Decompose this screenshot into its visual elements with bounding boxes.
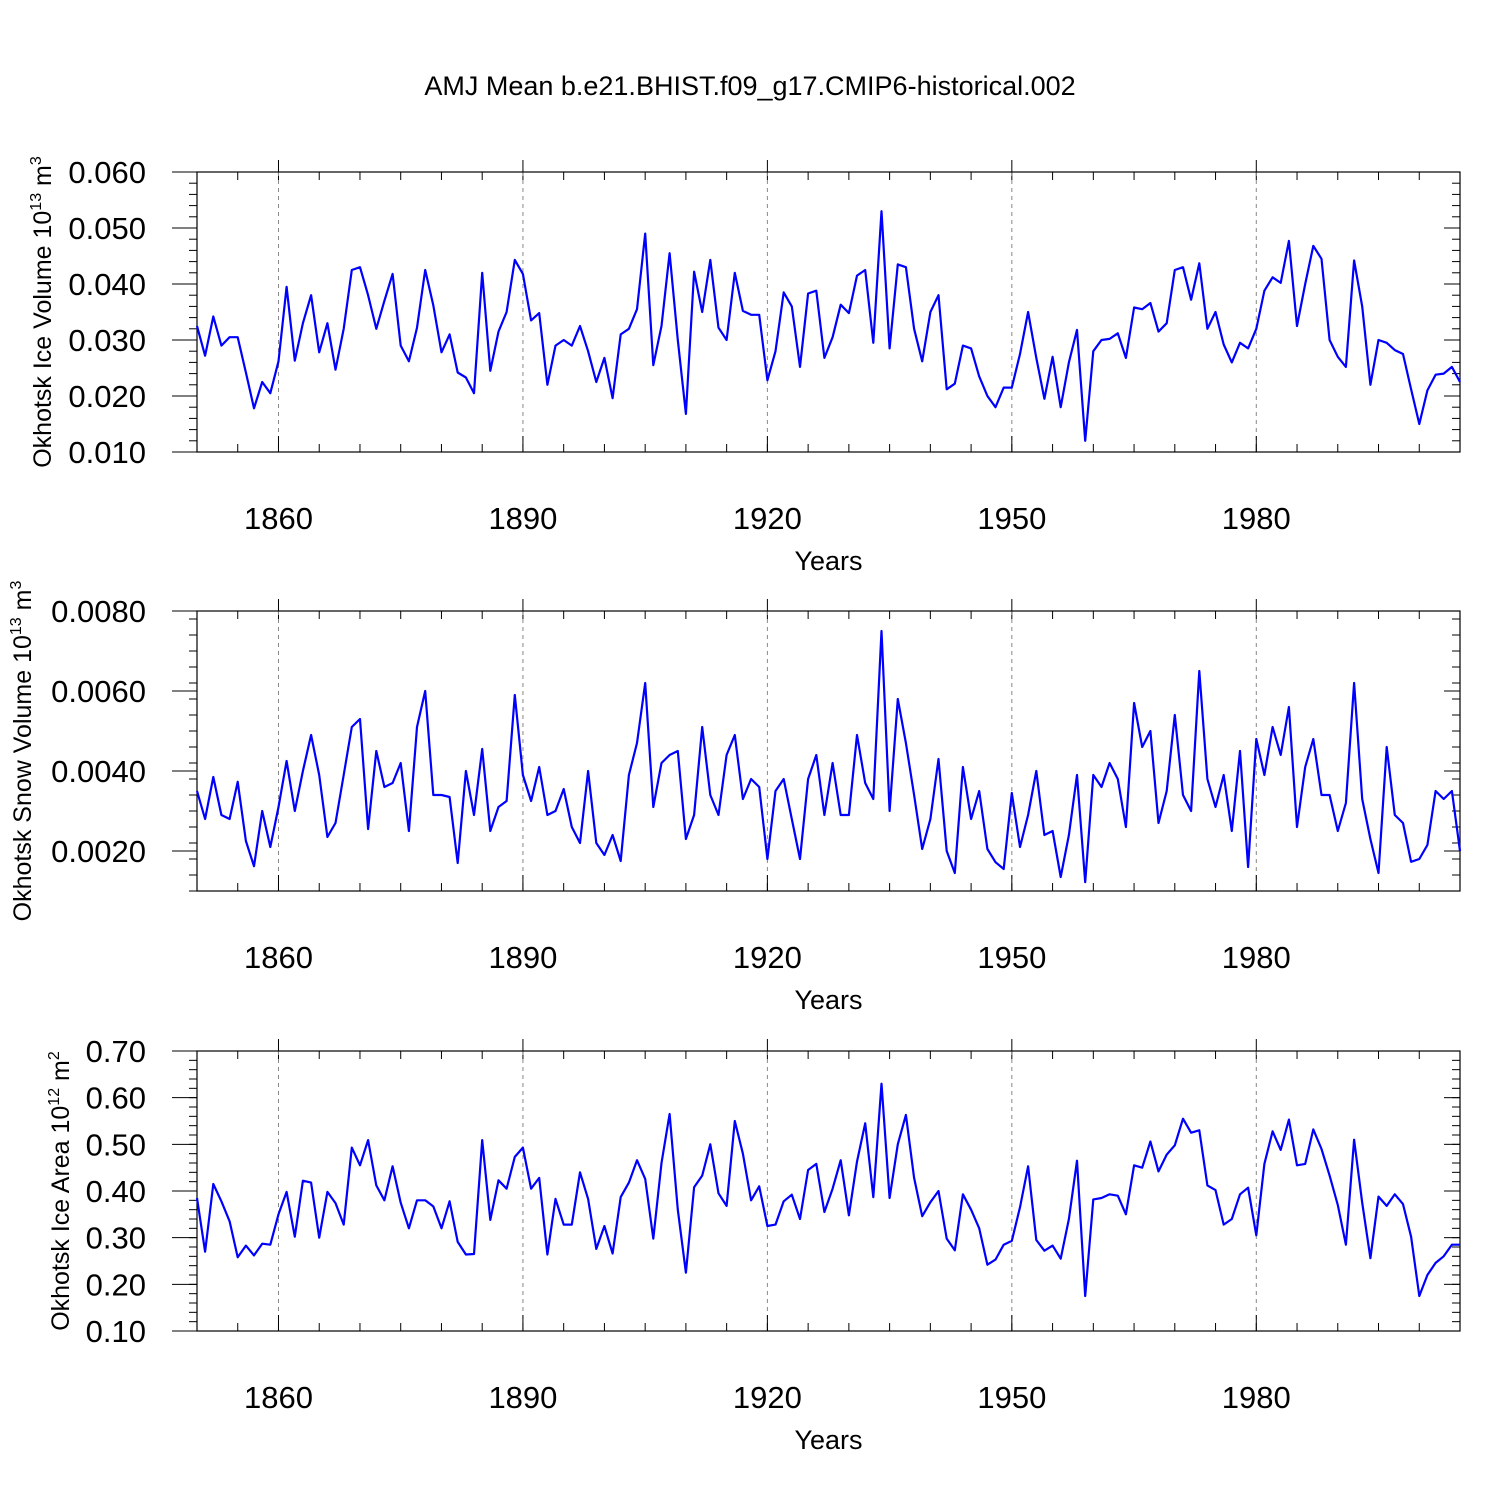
- ice-volume-panel: 1860 1890 1920 1950 1980 0.010 0.020 0.030 0.040…: [28, 155, 1461, 576]
- ice-volume-x-tick-label: 1860: [244, 501, 313, 536]
- ice-area-x-tick-label: 1980: [1222, 1380, 1291, 1415]
- ice-volume-x-axis-label: Years: [794, 546, 862, 576]
- ice-area-y-axis-label: Okhotsk Ice Area 1012 m2: [46, 1051, 75, 1331]
- snow-volume-plot-frame: [196, 610, 1461, 892]
- ice-area-y-label-text: Okhotsk Ice Area 10: [47, 1106, 75, 1331]
- ice-area-y-label-exponent: 12: [46, 1088, 63, 1106]
- ice-volume-y-tick-label: 0.030: [68, 323, 146, 358]
- ice-volume-y-tick-label: 0.040: [68, 267, 146, 302]
- ice-area-y-tick-label: 0.20: [86, 1267, 146, 1302]
- ice-area-y-label-unit-exponent: 2: [46, 1051, 63, 1060]
- snow-volume-y-tick-label: 0.0040: [51, 754, 146, 789]
- ice-area-y-tick-label: 0.30: [86, 1221, 146, 1256]
- snow-volume-y-label-unit-exponent: 3: [8, 581, 25, 590]
- snow-volume-y-label-unit: m: [9, 590, 37, 611]
- ice-volume-series-line: [195, 210, 1461, 442]
- ice-volume-x-tick-label: 1980: [1222, 501, 1291, 536]
- ice-area-x-tick-label: 1890: [488, 1380, 557, 1415]
- ice-area-panel: 1860 1890 1920 1950 1980 0.10 0.20 0.30 0.40 0.50…: [46, 1034, 1461, 1455]
- snow-volume-series-line: [195, 629, 1462, 884]
- ice-area-series-line: [195, 1082, 1460, 1298]
- snow-volume-y-tick-label: 0.0080: [51, 594, 146, 629]
- ice-area-axis-ticks: [172, 1039, 1461, 1332]
- snow-volume-y-tick-label: 0.0020: [51, 834, 146, 869]
- ice-volume-y-label-text: Okhotsk Ice Volume 10: [29, 211, 57, 468]
- ice-area-y-label-unit: m: [47, 1060, 75, 1081]
- snow-volume-axis-ticks: [172, 599, 1461, 892]
- snow-volume-x-axis-label: Years: [794, 985, 862, 1015]
- snow-volume-tick-labels: 1860 1890 1920 1950 1980 0.0020 0.0040 0.0060 0.…: [51, 594, 1291, 975]
- ice-area-x-tick-label: 1920: [733, 1380, 802, 1415]
- snow-volume-x-tick-label: 1920: [733, 940, 802, 975]
- ice-area-y-tick-label: 0.50: [86, 1127, 146, 1162]
- snow-volume-panel: 1860 1890 1920 1950 1980 0.0020 0.0040 0.0060 0.…: [8, 581, 1462, 1015]
- ice-area-y-tick-label: 0.60: [86, 1081, 146, 1116]
- snow-volume-y-label-text: Okhotsk Snow Volume 10: [9, 635, 37, 921]
- ice-volume-y-tick-label: 0.060: [68, 155, 146, 190]
- ice-volume-x-tick-label: 1920: [733, 501, 802, 536]
- ice-area-plot-frame: [196, 1050, 1461, 1332]
- ice-volume-y-label-exponent: 13: [28, 193, 45, 211]
- snow-volume-x-tick-label: 1980: [1222, 940, 1291, 975]
- ice-volume-y-tick-label: 0.010: [68, 435, 146, 470]
- ice-volume-x-tick-label: 1950: [977, 501, 1046, 536]
- ice-area-y-tick-label: 0.10: [86, 1314, 146, 1349]
- ice-area-tick-labels: 1860 1890 1920 1950 1980 0.10 0.20 0.30 0.40 0.50…: [86, 1034, 1291, 1415]
- ice-area-y-tick-label: 0.70: [86, 1034, 146, 1069]
- snow-volume-x-tick-label: 1890: [488, 940, 557, 975]
- ice-area-x-tick-label: 1950: [977, 1380, 1046, 1415]
- ice-volume-y-tick-label: 0.020: [68, 379, 146, 414]
- ice-volume-tick-labels: 1860 1890 1920 1950 1980 0.010 0.020 0.030 0.040…: [68, 155, 1290, 536]
- snow-volume-x-tick-label: 1860: [244, 940, 313, 975]
- ice-volume-plot-frame: [196, 171, 1461, 453]
- snow-volume-x-tick-label: 1950: [977, 940, 1046, 975]
- ice-volume-y-label-unit: m: [29, 165, 57, 186]
- ice-volume-y-label-unit-exponent: 3: [28, 156, 45, 165]
- figure-title: AMJ Mean b.e21.BHIST.f09_g17.CMIP6-histo…: [424, 71, 1075, 101]
- snow-volume-y-label-exponent: 13: [8, 617, 25, 635]
- ice-area-x-tick-label: 1860: [244, 1380, 313, 1415]
- ice-volume-axis-ticks: [172, 160, 1461, 453]
- ice-volume-x-tick-label: 1890: [488, 501, 557, 536]
- ice-area-y-tick-label: 0.40: [86, 1174, 146, 1209]
- ice-volume-y-axis-label: Okhotsk Ice Volume 1013 m3: [28, 156, 57, 468]
- ice-area-x-axis-label: Years: [794, 1425, 862, 1455]
- snow-volume-y-tick-label: 0.0060: [51, 674, 146, 709]
- ice-volume-y-tick-label: 0.050: [68, 211, 146, 246]
- snow-volume-y-axis-label: Okhotsk Snow Volume 1013 m3: [8, 581, 37, 922]
